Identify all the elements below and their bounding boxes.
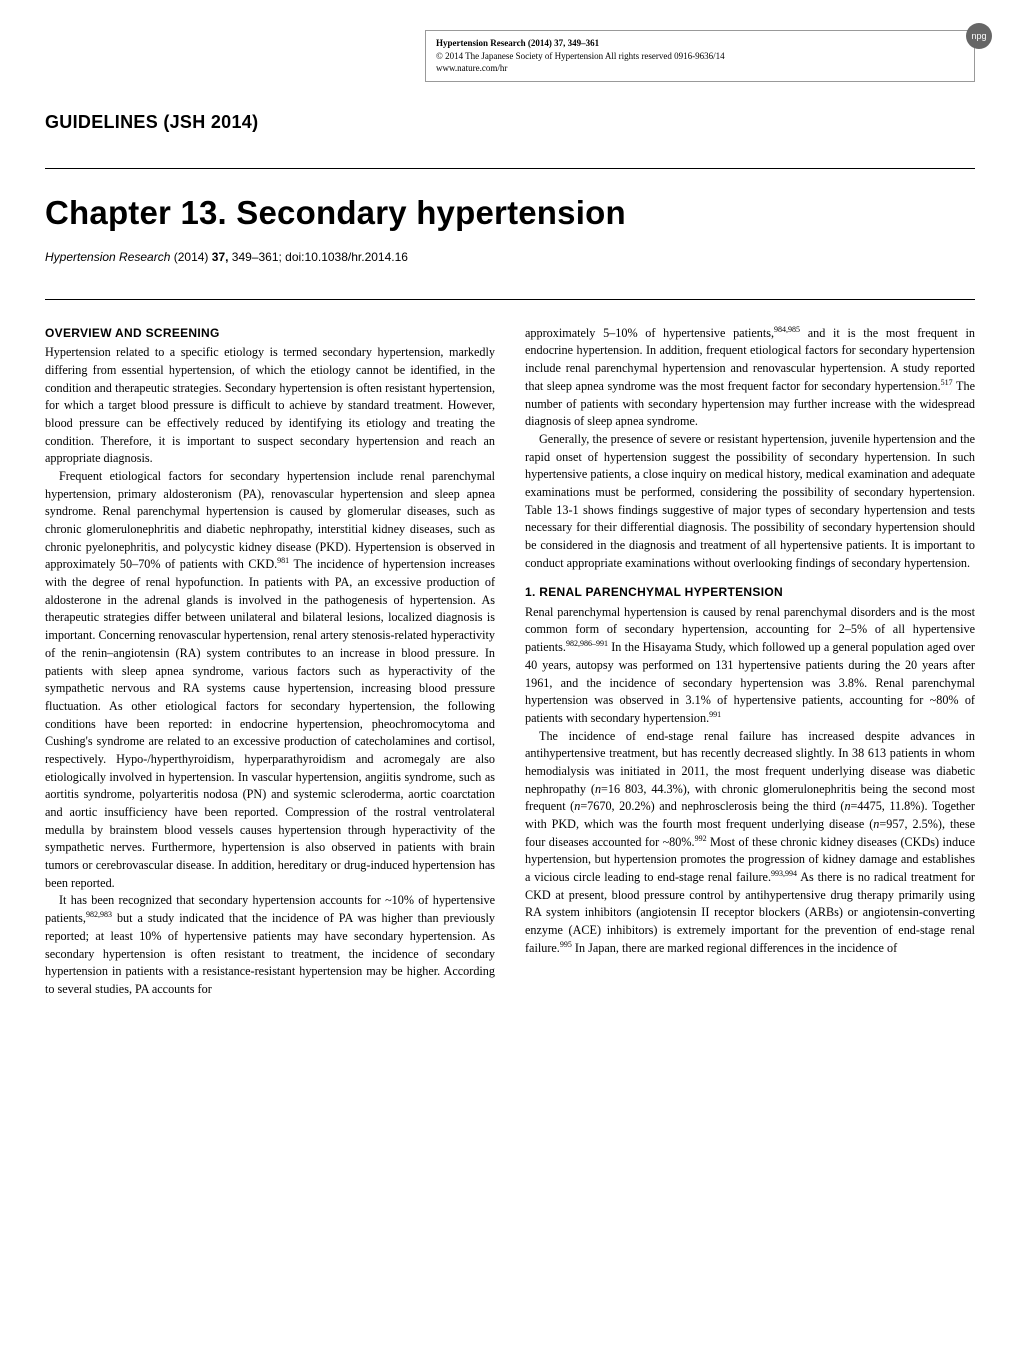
citation-pages: 349–361; doi:10.1038/hr.2014.16 xyxy=(228,250,408,264)
renal-p2: The incidence of end-stage renal failure… xyxy=(525,728,975,958)
renal-heading: 1. RENAL PARENCHYMAL HYPERTENSION xyxy=(525,584,975,601)
citation-volume: 37, xyxy=(212,250,229,264)
npg-badge-icon: npg xyxy=(966,23,992,49)
mid-divider xyxy=(45,299,975,300)
overview-p1: Hypertension related to a specific etiol… xyxy=(45,344,495,468)
page-container: Hypertension Research (2014) 37, 349–361… xyxy=(0,0,1020,1029)
guidelines-label: GUIDELINES (JSH 2014) xyxy=(45,112,975,133)
chapter-title: Chapter 13. Secondary hypertension xyxy=(45,194,975,232)
journal-header-box: Hypertension Research (2014) 37, 349–361… xyxy=(425,30,975,82)
renal-p1: Renal parenchymal hypertension is caused… xyxy=(525,604,975,728)
left-column: OVERVIEW AND SCREENING Hypertension rela… xyxy=(45,325,495,999)
citation-journal: Hypertension Research xyxy=(45,250,170,264)
journal-line: Hypertension Research (2014) 37, 349–361 xyxy=(436,37,964,50)
two-column-layout: OVERVIEW AND SCREENING Hypertension rela… xyxy=(45,325,975,999)
journal-url: www.nature.com/hr xyxy=(436,62,964,75)
citation-year: (2014) xyxy=(170,250,211,264)
overview-heading: OVERVIEW AND SCREENING xyxy=(45,325,495,342)
citation-line: Hypertension Research (2014) 37, 349–361… xyxy=(45,250,975,264)
overview-p2: Frequent etiological factors for seconda… xyxy=(45,468,495,893)
overview-p3: It has been recognized that secondary hy… xyxy=(45,892,495,998)
right-p1: approximately 5–10% of hypertensive pati… xyxy=(525,325,975,431)
copyright-line: © 2014 The Japanese Society of Hypertens… xyxy=(436,50,964,63)
top-divider xyxy=(45,168,975,169)
right-column: approximately 5–10% of hypertensive pati… xyxy=(525,325,975,999)
right-p2: Generally, the presence of severe or res… xyxy=(525,431,975,573)
